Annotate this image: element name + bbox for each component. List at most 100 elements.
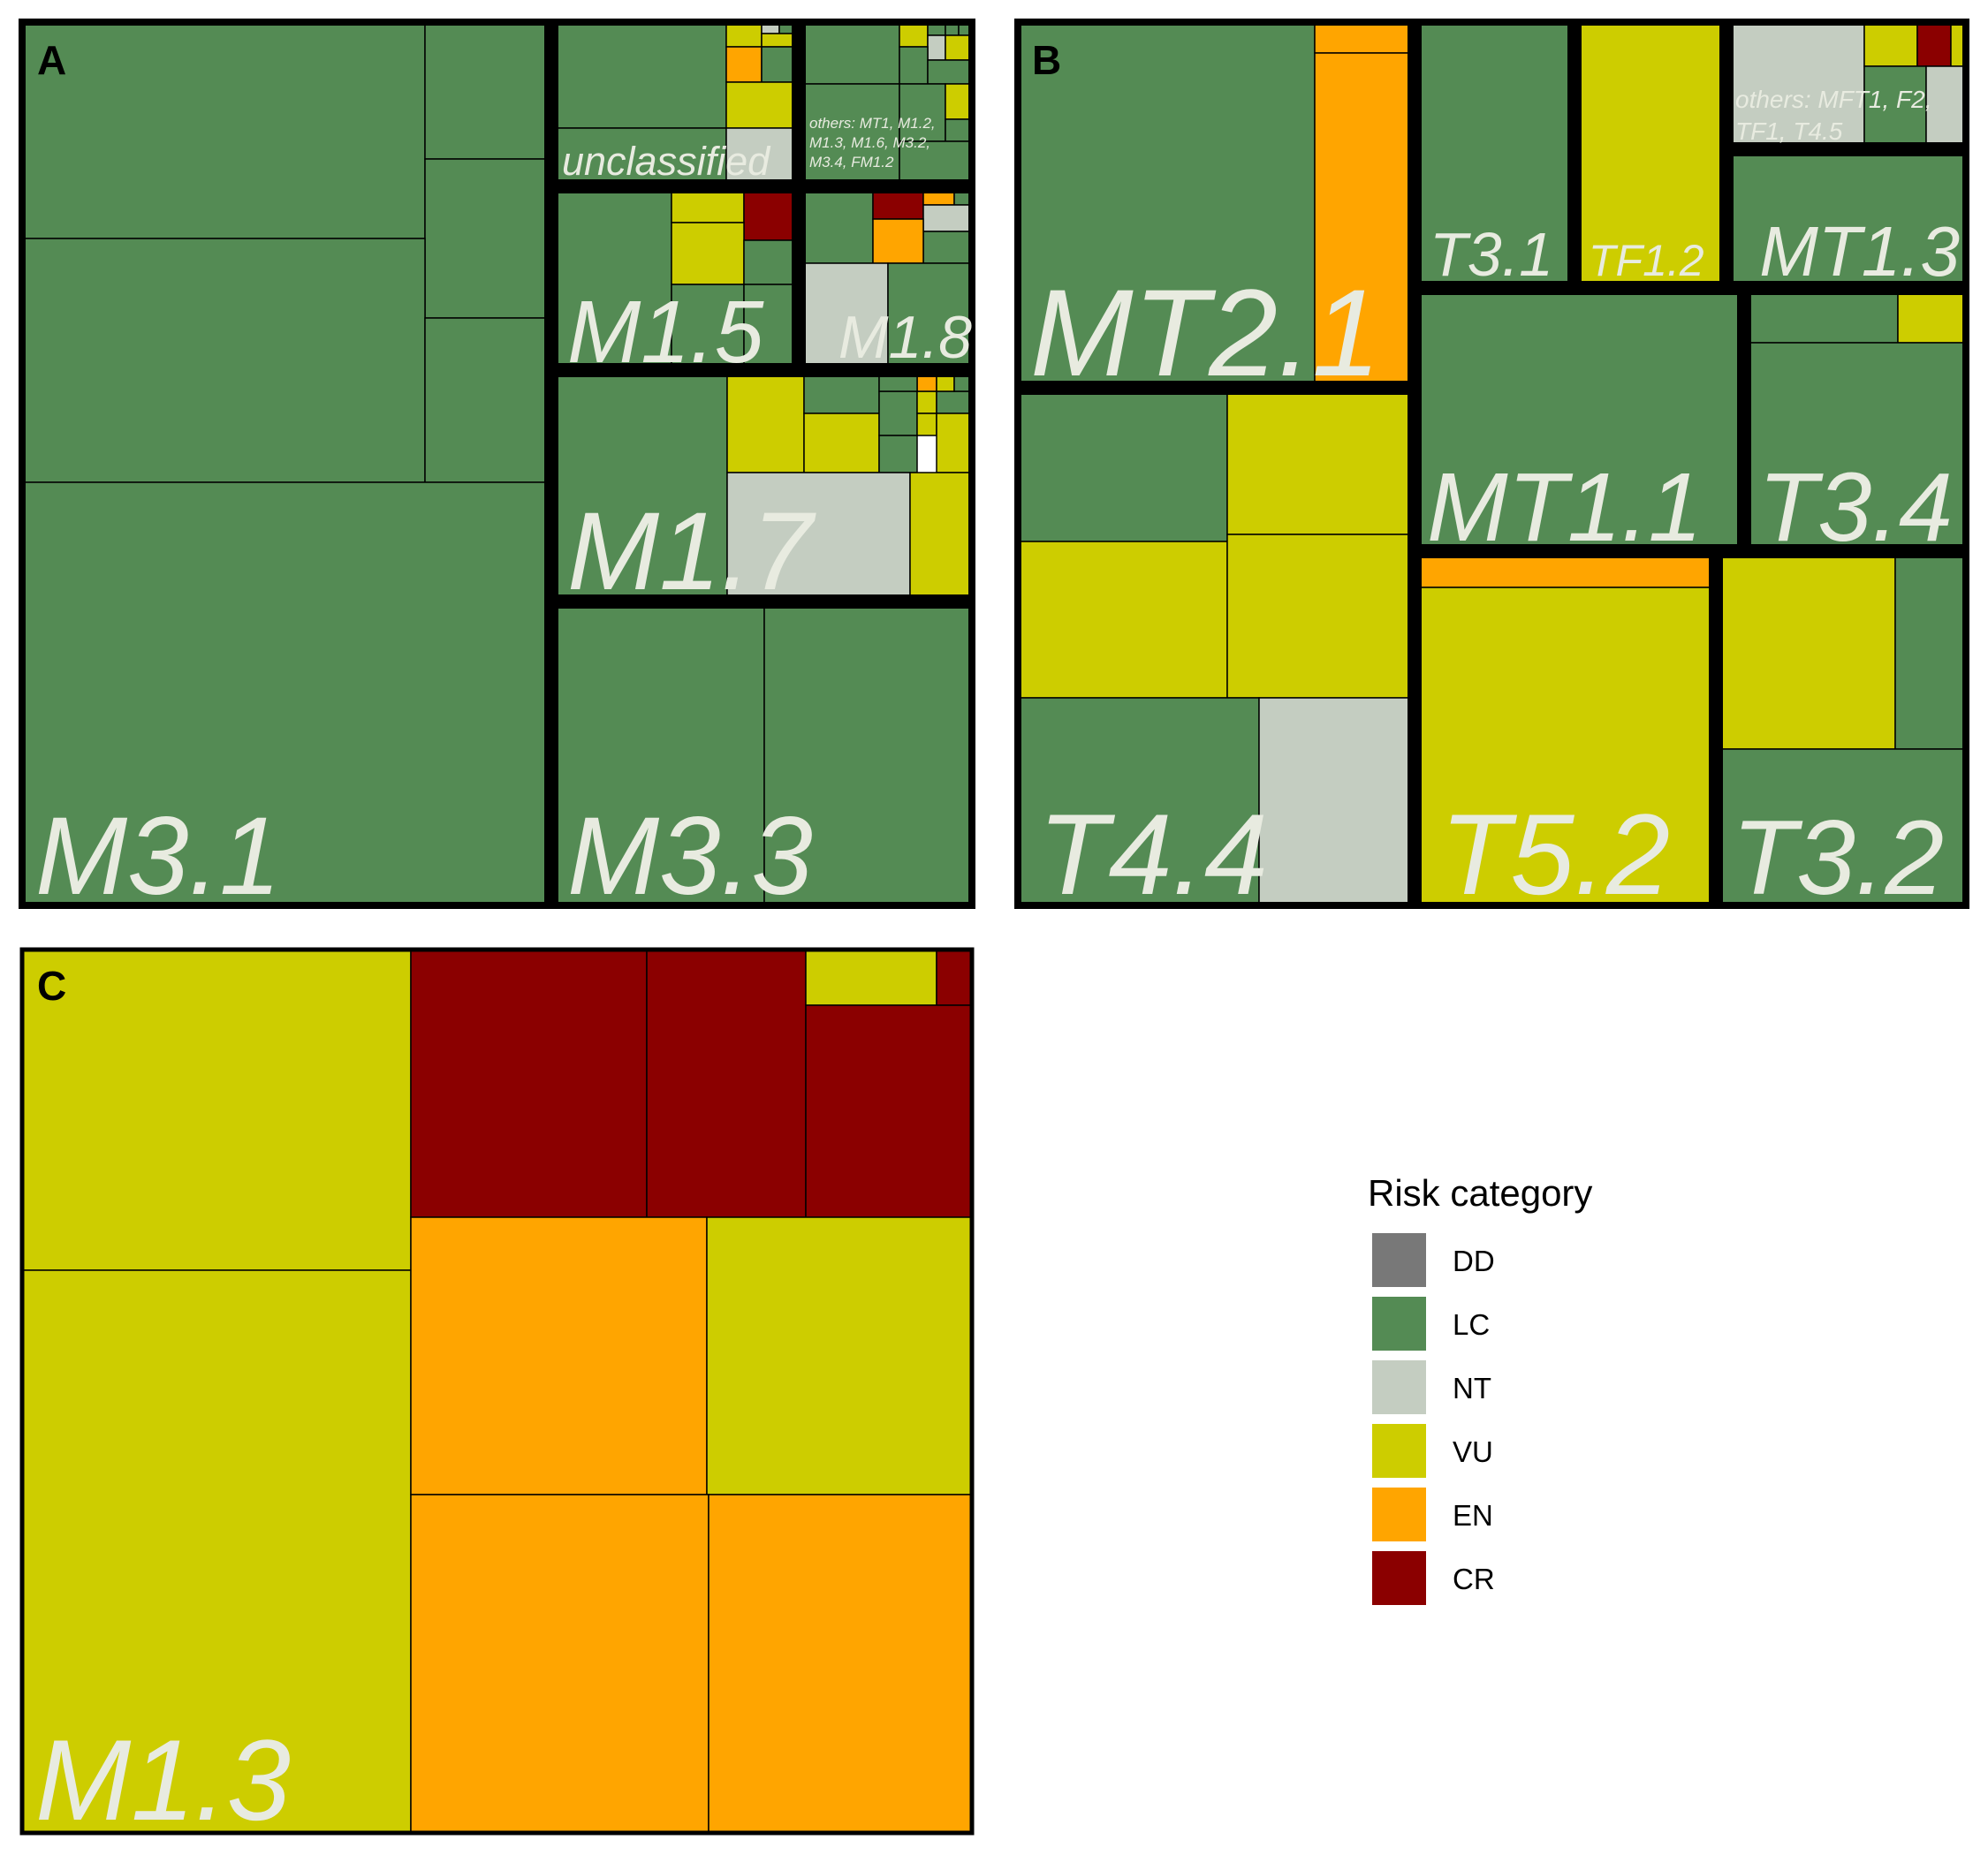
treemap-cell-lc [801, 21, 900, 85]
legend-label-en: EN [1453, 1499, 1493, 1532]
treemap-cell-vu [761, 33, 796, 48]
group-label-mt1-3: MT1.3 [1759, 212, 1960, 291]
treemap-cell-lc [922, 231, 973, 264]
legend-label-lc: LC [1453, 1308, 1490, 1341]
treemap-cell-lc [671, 284, 745, 367]
treemap-cell-nt [927, 34, 946, 61]
treemap-labels: M3.1 M3.3 M1.7 M1.5 M1.8 unclassified others: … [35, 86, 1960, 1844]
legend-swatch-lc [1370, 1295, 1428, 1352]
group-label-tf1-2: TF1.2 [1589, 236, 1704, 285]
treemap-cell-lc [554, 604, 765, 906]
treemap-cell-vu [945, 34, 973, 61]
treemap-cell-vu [706, 1216, 973, 1495]
treemap-cell-lc [761, 46, 796, 83]
treemap-cell-vu [899, 21, 929, 48]
treemap-cell-lc [878, 390, 918, 436]
treemap-panels [19, 19, 1969, 1836]
treemap-cell-en [410, 1216, 708, 1495]
treemap-cell-cr [410, 949, 648, 1218]
treemap-cell-cr [743, 189, 796, 241]
treemap-cell-lc [1747, 291, 1899, 344]
treemap-cell-lc [743, 239, 796, 285]
treemap-cell-lc [1729, 152, 1967, 285]
treemap-cell-lc [1719, 748, 1967, 906]
treemap-cell-lc [1017, 390, 1228, 542]
treemap-cell-lc [21, 481, 549, 906]
treemap-cell-lc [899, 83, 946, 142]
group-label-mt1-1: MT1.1 [1427, 453, 1703, 562]
treemap-cell-cr [805, 1004, 973, 1218]
legend-items: DD LC NT VU EN CR [1370, 1231, 1495, 1607]
group-label-t5-2: T5.2 [1440, 790, 1670, 919]
treemap-cell-lc [554, 189, 672, 367]
group-label-m1-8: M1.8 [838, 304, 972, 371]
treemap-cell-nt [1258, 697, 1412, 906]
panel-c-frame [19, 947, 975, 1836]
treemap-cell-lc [945, 118, 973, 142]
treemap-cell-vu [726, 373, 805, 473]
legend-swatch-cr [1370, 1549, 1428, 1607]
group-label-m1-7: M1.7 [567, 490, 816, 613]
treemap-cell-en [708, 1494, 973, 1834]
treemap-cell-nt [922, 204, 973, 232]
treemap-cell-vu [1719, 554, 1896, 750]
legend: Risk category DD LC NT VU EN CR [1368, 1172, 1592, 1607]
panel-label-c: C [37, 963, 66, 1009]
treemap-cell-nt [726, 472, 911, 599]
treemap-cell-vu [1017, 541, 1228, 699]
treemap-cell-lc [1894, 554, 1967, 750]
legend-swatch-nt [1370, 1359, 1428, 1416]
treemap-cell-vu [1417, 587, 1713, 906]
treemap-cell-en [1314, 21, 1412, 54]
treemap-cell-cr [936, 949, 973, 1006]
treemap-cell-lc [899, 140, 973, 184]
treemap-cell-lc [899, 46, 929, 85]
treemap-cell-lc [424, 158, 549, 319]
treemap-cell-lc [1417, 291, 1741, 549]
treemap-cell-en [872, 218, 924, 264]
treemap-cell-nt [725, 127, 796, 184]
treemap-cell-lc [1017, 21, 1316, 385]
treemap-cell-lc [1747, 342, 1967, 549]
group-label-m3-1: M3.1 [35, 795, 281, 918]
treemap-cell-lc [763, 604, 973, 906]
legend-label-cr: CR [1453, 1563, 1495, 1595]
treemap-cell-lc [21, 238, 426, 483]
group-label-t3-2: T3.2 [1732, 799, 1944, 917]
group-label-t3-4: T3.4 [1758, 453, 1953, 562]
treemap-cell-nt [1729, 21, 1865, 147]
group-label-m3-3: M3.3 [567, 795, 813, 918]
treemap-cell-vu [1863, 21, 1918, 67]
treemap-cell-en [725, 46, 763, 83]
treemap-cell-lc [424, 317, 549, 483]
treemap-cell-vu [1226, 534, 1412, 699]
treemap-cell-vu [916, 390, 937, 414]
treemap-cell-vu [725, 81, 796, 129]
legend-swatch-dd [1370, 1231, 1428, 1289]
group-label-m1-3: M1.3 [35, 1715, 291, 1844]
legend-label-dd: DD [1453, 1245, 1495, 1277]
group-label-t3-1: T3.1 [1430, 220, 1553, 289]
legend-swatch-vu [1370, 1422, 1428, 1480]
treemap-cell-vu [21, 1269, 412, 1834]
treemap-cell-vu [725, 21, 763, 48]
treemap-cell-vu [671, 222, 745, 285]
treemap-cell-lc [21, 21, 426, 239]
treemap-cell-vu [1577, 21, 1724, 285]
treemap-cells [21, 21, 1967, 1834]
treemap-cell-cr [646, 949, 807, 1218]
group-border-m1-5 [551, 186, 799, 370]
treemap-cell-vu [1897, 291, 1967, 344]
treemap-cell-lc [803, 373, 880, 414]
treemap-cell-vu [1226, 390, 1412, 535]
treemap-cell-vu [805, 949, 937, 1006]
treemap-cell-lc [554, 21, 727, 129]
group-label-others-b: others: MFT1, F2, TF1, T4.5 [1735, 86, 1932, 145]
treemap-cell-lc [887, 262, 973, 367]
group-border-mt1-1 [1415, 288, 1744, 551]
legend-swatch-en [1370, 1486, 1428, 1543]
treemap-cell-vu [945, 83, 973, 120]
panel-label-a: A [37, 37, 66, 83]
treemap-cell-vu [671, 189, 745, 223]
